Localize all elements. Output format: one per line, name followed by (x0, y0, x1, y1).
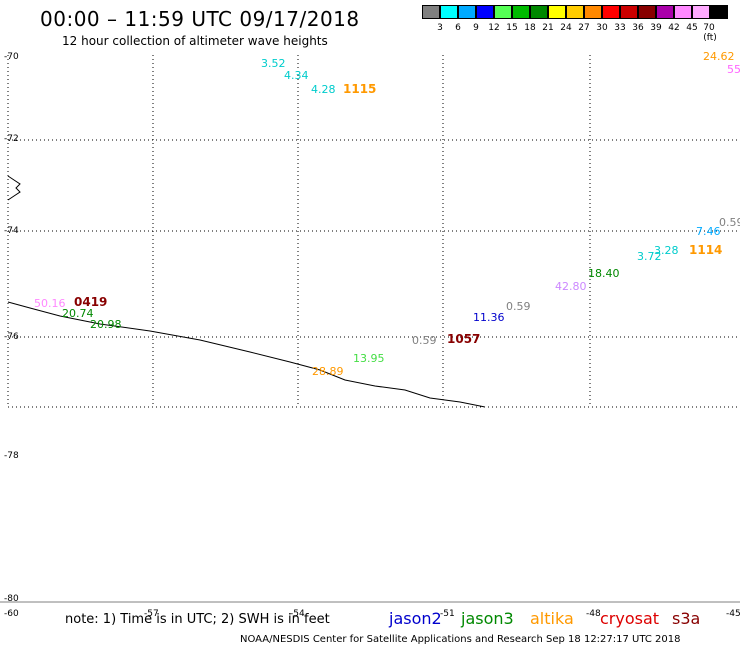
wave-height-value: 3.28 (654, 244, 679, 257)
lon-label: -54 (290, 609, 305, 619)
units-note: note: 1) Time is in UTC; 2) SWH is in fe… (65, 612, 330, 627)
color-scale-label: 39 (650, 23, 662, 33)
color-scale-label: 15 (506, 23, 518, 33)
color-scale-label: 18 (524, 23, 536, 33)
graticule-grid (7, 55, 740, 408)
color-scale-swatch (548, 5, 566, 19)
satellite-label-cryosat: cryosat (600, 609, 660, 628)
color-scale-label: 33 (614, 23, 626, 33)
wave-height-value: 24.62 (703, 50, 735, 63)
wave-height-value: 3.52 (261, 57, 286, 70)
wave-height-value: 55 (727, 63, 740, 76)
color-scale-swatch (512, 5, 530, 19)
color-scale-label: 3 (437, 23, 443, 33)
wave-height-value: 50.16 (34, 297, 66, 310)
color-scale-swatch (422, 5, 440, 19)
lon-label: -51 (440, 609, 455, 619)
color-scale-label: 27 (578, 23, 590, 33)
lat-label: -76 (4, 332, 19, 342)
wave-height-value: 28.89 (312, 365, 344, 378)
color-scale-swatch (638, 5, 656, 19)
color-scale-swatch (566, 5, 584, 19)
wave-height-value: 20.98 (90, 318, 122, 331)
wave-height-value: 18.40 (588, 267, 620, 280)
lat-label: -60 (4, 609, 19, 619)
satellite-label-jason2: jason2 (389, 609, 442, 628)
color-scale-swatch (692, 5, 710, 19)
lat-label: -72 (4, 134, 19, 144)
pass-time-label: 1115 (343, 82, 377, 96)
wave-height-value: 20.74 (62, 307, 94, 320)
color-scale-label: 21 (542, 23, 554, 33)
wave-height-value: 3.72 (637, 250, 662, 263)
color-scale-swatch (710, 5, 728, 19)
color-scale-swatch (602, 5, 620, 19)
color-scale-swatch (494, 5, 512, 19)
wave-height-value: 42.80 (555, 280, 587, 293)
color-scale-label: 42 (668, 23, 680, 33)
wave-height-value: 0.59 (506, 300, 531, 313)
wave-height-value: 11.36 (473, 311, 505, 324)
satellite-label-s3a: s3a (672, 609, 701, 628)
color-scale-label: 12 (488, 23, 500, 33)
lon-label: -57 (144, 609, 159, 619)
color-scale-swatch (440, 5, 458, 19)
color-scale-label: 36 (632, 23, 644, 33)
coastline (7, 301, 486, 408)
satellite-label-altika: altika (530, 609, 574, 628)
lon-label: -48 (586, 609, 601, 619)
color-scale-label: 45 (686, 23, 698, 33)
lat-label: -80 (4, 594, 19, 604)
lat-label: -70 (4, 52, 19, 62)
color-scale-swatch (656, 5, 674, 19)
map-subtitle: 12 hour collection of altimeter wave hei… (62, 34, 328, 48)
color-scale-swatch (674, 5, 692, 19)
color-scale-swatch (584, 5, 602, 19)
wave-height-value: 13.95 (353, 352, 385, 365)
footer-credit: NOAA/NESDIS Center for Satellite Applica… (240, 634, 681, 645)
pass-time-label: 1057 (447, 332, 481, 346)
coastline-fragment (7, 175, 21, 201)
color-scale-label: 24 (560, 23, 572, 33)
color-scale-label: 6 (455, 23, 461, 33)
pass-time-label: 1114 (689, 243, 723, 257)
lat-label: -78 (4, 451, 19, 461)
color-scale-swatch (476, 5, 494, 19)
wave-height-value: 0.59 (719, 216, 740, 229)
lat-label: -74 (4, 226, 19, 236)
color-scale-label: 9 (473, 23, 479, 33)
color-scale-label: 70 (ft) (703, 23, 717, 43)
color-scale-swatch (620, 5, 638, 19)
wave-height-value: 0.59 (412, 334, 437, 347)
color-scale-label: 30 (596, 23, 608, 33)
color-scale-swatch (530, 5, 548, 19)
wave-height-value: 4.34 (284, 69, 309, 82)
map-title: 00:00 – 11:59 UTC 09/17/2018 (40, 7, 360, 31)
pass-time-label: 0419 (74, 295, 108, 309)
wave-height-value: 4.28 (311, 83, 336, 96)
color-scale-swatch (458, 5, 476, 19)
satellite-label-jason3: jason3 (461, 609, 514, 628)
lon-label: -45 (726, 609, 740, 619)
wave-height-value: 7.46 (696, 225, 721, 238)
